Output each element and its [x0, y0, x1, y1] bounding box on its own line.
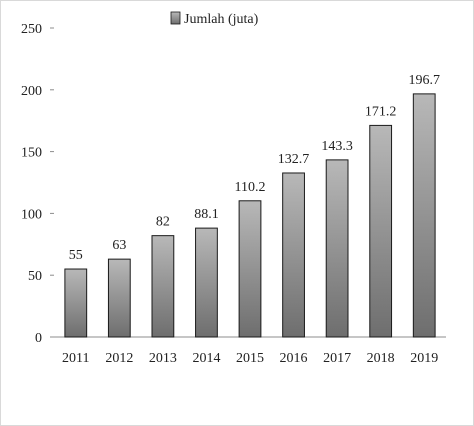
y-tick-label: 0	[35, 331, 42, 346]
bar-2015	[238, 200, 262, 338]
bar-2013	[151, 235, 175, 338]
x-tick-label-2015: 2015	[236, 351, 264, 366]
data-label-2015: 110.2	[235, 180, 266, 195]
data-label-2014: 88.1	[194, 207, 219, 222]
data-label-2011: 55	[69, 248, 83, 263]
data-label-2016: 132.7	[278, 152, 310, 167]
x-tick-label-2018: 2018	[367, 351, 395, 366]
x-tick-label-2017: 2017	[323, 351, 351, 366]
y-tick-label: 200	[21, 84, 42, 99]
y-tick-label: 250	[21, 22, 42, 37]
data-label-2012: 63	[112, 238, 126, 253]
bar-2011	[64, 268, 88, 338]
legend: Jumlah (juta)	[170, 11, 259, 27]
data-label-2013: 82	[156, 215, 170, 230]
bar-2014	[195, 227, 218, 338]
data-label-2018: 171.2	[365, 104, 397, 119]
data-labels: 55 63 82 88.1 110.2 132.7 143.3 171.2 196.7	[69, 73, 440, 263]
y-tick-label: 50	[28, 269, 42, 284]
x-tick-label-2016: 2016	[280, 351, 308, 366]
legend-label: Jumlah (juta)	[184, 12, 259, 27]
x-tick-label-2011: 2011	[62, 351, 89, 366]
bar-2012	[107, 258, 131, 338]
bar-2016	[282, 172, 305, 338]
x-tick-label-2013: 2013	[149, 351, 177, 366]
bar-2017	[325, 159, 349, 338]
data-label-2017: 143.3	[321, 139, 353, 154]
bar-2018	[369, 124, 393, 338]
y-tick-label: 100	[21, 207, 42, 222]
legend-swatch	[170, 11, 181, 25]
y-tick-label: 150	[21, 146, 42, 161]
x-tick-label-2012: 2012	[105, 351, 133, 366]
x-tick-label-2019: 2019	[410, 351, 438, 366]
y-axis: 0 50 100 150 200 250	[21, 22, 54, 346]
bar-2019	[412, 93, 436, 338]
bar-series	[64, 93, 436, 338]
data-label-2019: 196.7	[408, 73, 440, 88]
x-tick-label-2014: 2014	[192, 351, 220, 366]
x-axis: 2011 2012 2013 2014 2015 2016 2017 2018 2019	[54, 336, 446, 366]
